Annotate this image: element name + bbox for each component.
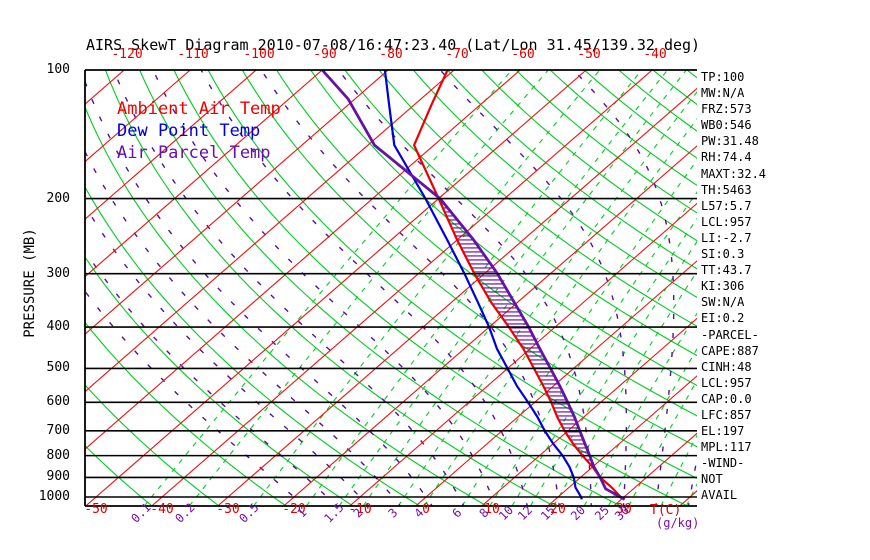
legend-item-air-parcel-temp: Air Parcel Temp (117, 143, 271, 163)
bottom-temp-tick--50: -50 (84, 502, 108, 517)
top-temp-tick--80: -80 (379, 47, 403, 62)
index-line-17: CAPE:887 (701, 343, 759, 358)
index-line-12: TT:43.7 (701, 263, 752, 278)
index-line-5: RH:74.4 (701, 150, 752, 165)
bottom-temp-tick--10: -10 (348, 502, 372, 517)
index-line-2: FRZ:573 (701, 102, 752, 117)
index-line-19: LCL:957 (701, 375, 752, 390)
index-line-22: EL:197 (701, 424, 745, 439)
bottom-temp-tick-0: 0 (422, 502, 430, 517)
top-temp-tick--120: -120 (111, 47, 143, 62)
index-line-24: -WIND- (701, 456, 745, 471)
index-line-4: PW:31.48 (701, 134, 759, 149)
index-line-6: MAXT:32.4 (701, 166, 767, 181)
index-line-15: EI:0.2 (701, 311, 745, 326)
chart-title: AIRS SkewT Diagram 2010-07-08/16:47:23.4… (86, 36, 701, 54)
index-line-10: LI:-2.7 (701, 230, 752, 245)
index-line-26: AVAIL (701, 488, 738, 503)
pressure-tick-100: 100 (46, 62, 70, 77)
top-temp-tick--50: -50 (577, 47, 601, 62)
index-line-3: WB0:546 (701, 118, 752, 133)
temp-unit-label: T(C) (650, 503, 682, 518)
top-temp-tick--60: -60 (511, 47, 535, 62)
top-temp-tick--70: -70 (445, 47, 469, 62)
index-line-21: LFC:857 (701, 407, 752, 422)
legend-item-dew-point-temp: Dew Point Temp (117, 121, 261, 141)
pressure-tick-900: 900 (46, 469, 70, 485)
index-line-9: LCL:957 (701, 214, 752, 229)
pressure-tick-500: 500 (46, 360, 70, 376)
index-line-1: MW:N/A (701, 86, 745, 101)
pressure-tick-800: 800 (46, 447, 70, 463)
index-line-13: KI:306 (701, 279, 745, 294)
bottom-temp-tick--20: -20 (282, 502, 306, 517)
index-line-8: L57:5.7 (701, 198, 752, 213)
pressure-tick-300: 300 (46, 265, 70, 281)
index-line-7: TH:5463 (701, 182, 752, 197)
index-line-14: SW:N/A (701, 295, 745, 310)
index-line-25: NOT (701, 472, 723, 487)
bottom-temp-tick--30: -30 (216, 502, 240, 517)
top-temp-tick--40: -40 (643, 47, 667, 62)
pressure-tick-600: 600 (46, 394, 70, 410)
top-temp-tick--90: -90 (313, 47, 337, 62)
pressure-tick-1000: 1000 (38, 489, 70, 504)
legend-item-ambient-air-temp: Ambient Air Temp (117, 99, 281, 119)
pressure-tick-700: 700 (46, 422, 70, 438)
pressure-tick-200: 200 (46, 190, 70, 206)
bottom-temp-tick-30: 30 (616, 502, 632, 517)
bottom-temp-tick-10: 10 (484, 502, 500, 517)
index-line-11: SI:0.3 (701, 247, 745, 262)
bottom-temp-tick-20: 20 (550, 502, 566, 517)
top-temp-tick--110: -110 (177, 47, 209, 62)
pressure-tick-400: 400 (46, 319, 70, 335)
bottom-temp-tick--40: -40 (150, 502, 174, 517)
mixing-ratio-unit-label: (g/kg) (656, 516, 700, 530)
index-line-16: -PARCEL- (701, 327, 759, 342)
index-line-23: MPL:117 (701, 440, 752, 455)
index-line-18: CINH:48 (701, 359, 752, 374)
indices-panel: TP:100 MW:N/A FRZ:573 WB0:546 PW:31.48 RH:74.… (701, 69, 766, 504)
index-line-0: TP:100 (701, 70, 745, 84)
index-line-20: CAP:0.0 (701, 391, 752, 406)
top-temp-tick--100: -100 (243, 47, 275, 62)
